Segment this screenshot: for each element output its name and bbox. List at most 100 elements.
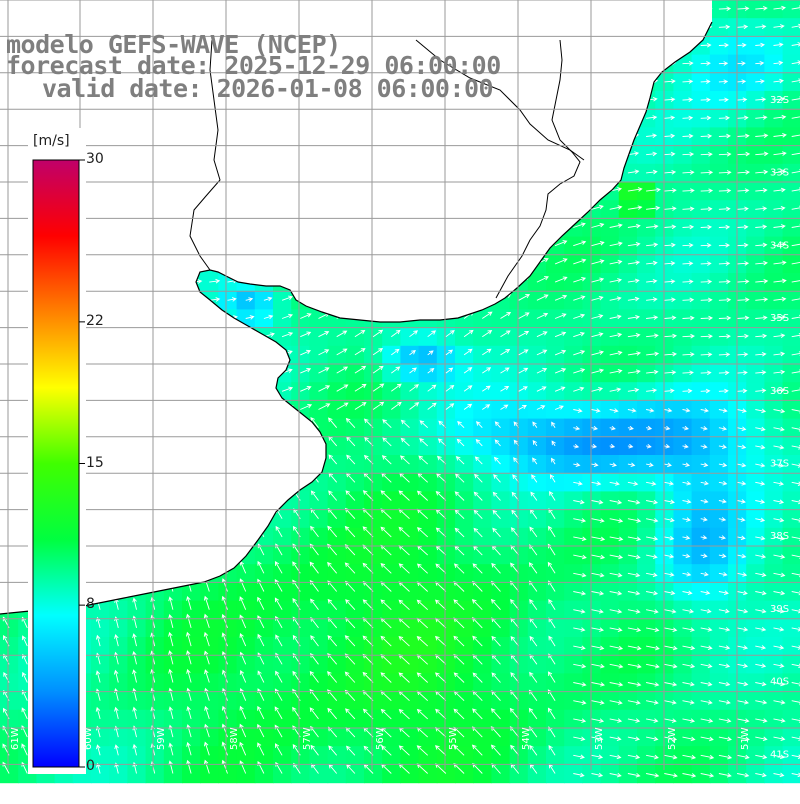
wind-arrow <box>773 608 785 614</box>
wind-arrow <box>700 151 713 157</box>
wind-arrow <box>573 350 586 356</box>
wind-arrow <box>791 115 800 119</box>
wind-arrow <box>737 151 751 157</box>
wind-arrow <box>327 561 338 574</box>
wind-arrow <box>257 596 265 610</box>
wind-arrow <box>300 349 312 356</box>
wind-speed-cell <box>782 236 800 256</box>
wind-speed-cell <box>109 746 128 765</box>
wind-arrow <box>737 61 746 66</box>
wind-arrow <box>718 24 731 30</box>
wind-arrow <box>755 517 766 523</box>
wind-speed-cell <box>218 764 238 784</box>
wind-arrow <box>791 333 800 338</box>
wind-speed-cell <box>291 764 310 784</box>
wind-arrow <box>737 572 748 577</box>
wind-speed-cell <box>782 618 800 638</box>
wind-arrow <box>454 473 465 483</box>
wind-speed-cell <box>182 655 201 674</box>
wind-arrow <box>591 277 605 283</box>
wind-speed-cell <box>782 254 800 274</box>
wind-arrow <box>95 616 101 629</box>
wind-arrow <box>682 224 695 230</box>
wind-speed-cell <box>0 746 19 765</box>
wind-arrow <box>518 294 531 301</box>
wind-arrow <box>310 525 319 538</box>
wind-speed-cell <box>236 673 256 693</box>
wind-arrow <box>682 663 696 669</box>
south-america-land <box>0 0 712 614</box>
wind-speed-cell <box>782 54 800 74</box>
wind-arrow <box>427 402 437 410</box>
wind-arrow <box>646 297 658 302</box>
wind-speed-cell <box>291 673 310 693</box>
wind-arrow <box>718 42 730 48</box>
wind-speed-cell <box>546 673 565 693</box>
wind-arrow <box>380 526 392 538</box>
wind-arrow <box>627 151 640 156</box>
wind-arrow <box>664 188 677 193</box>
wind-arrow <box>275 525 283 538</box>
wind-speed-cell <box>782 746 800 765</box>
latitude-label: 34S <box>770 240 789 251</box>
wind-arrow <box>419 420 429 429</box>
wind-arrow <box>791 205 800 210</box>
wind-speed-cell <box>200 709 219 729</box>
wind-speed-cell <box>291 691 310 711</box>
wind-arrow <box>718 352 731 357</box>
wind-arrow <box>554 349 567 356</box>
wind-arrow <box>400 419 410 429</box>
wind-arrow <box>132 651 137 665</box>
wind-arrow <box>627 223 641 229</box>
wind-arrow <box>239 578 247 592</box>
wind-arrow <box>416 490 429 501</box>
wind-arrow <box>718 517 727 522</box>
wind-arrow <box>281 331 294 338</box>
wind-arrow <box>492 509 501 519</box>
wind-arrow <box>718 773 732 778</box>
wind-arrow <box>416 672 429 683</box>
wind-arrow <box>700 773 715 778</box>
wind-arrow <box>646 663 660 669</box>
wind-arrow <box>591 554 606 560</box>
wind-arrow <box>391 401 402 410</box>
wind-arrow <box>773 278 787 284</box>
wind-arrow <box>646 315 659 320</box>
wind-arrow <box>664 315 677 321</box>
wind-speed-cell <box>491 691 511 711</box>
wind-arrow <box>773 517 785 523</box>
wind-arrow <box>682 553 691 559</box>
wind-arrow <box>737 590 748 596</box>
wind-speed-cell <box>527 691 547 711</box>
wind-arrow <box>737 754 750 760</box>
wind-speed-cell <box>109 673 128 693</box>
wind-arrow <box>573 368 586 374</box>
wind-speed-cell <box>218 637 238 656</box>
wind-arrow <box>427 384 437 392</box>
wind-arrow <box>239 723 247 738</box>
wind-arrow <box>409 350 416 356</box>
wind-arrow <box>528 562 538 574</box>
wind-arrow <box>773 114 787 120</box>
wind-arrow <box>609 572 623 578</box>
wind-arrow <box>755 351 767 357</box>
wind-arrow <box>737 517 746 522</box>
wind-arrow <box>591 754 604 760</box>
wind-arrow <box>168 760 174 774</box>
wind-arrow <box>737 627 749 632</box>
wind-arrow <box>700 370 712 376</box>
wind-arrow <box>627 718 641 723</box>
wind-arrow <box>609 443 616 449</box>
wind-arrow <box>773 369 786 375</box>
wind-speed-cell <box>782 418 800 438</box>
wind-arrow <box>791 151 800 156</box>
wind-arrow <box>627 736 641 741</box>
wind-arrow <box>529 671 538 683</box>
wind-arrow <box>718 736 732 742</box>
wind-arrow <box>664 297 676 302</box>
wind-arrow <box>245 315 255 320</box>
wind-arrow <box>400 437 410 447</box>
wind-speed-cell <box>254 637 274 656</box>
wind-arrow <box>573 682 587 687</box>
wind-arrow <box>362 671 374 683</box>
